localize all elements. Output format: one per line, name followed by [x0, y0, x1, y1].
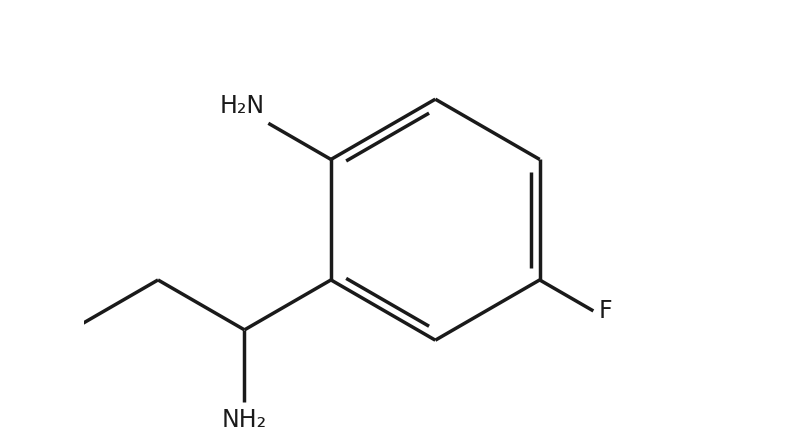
- Text: F: F: [599, 299, 612, 323]
- Text: NH₂: NH₂: [222, 408, 267, 432]
- Text: H₂N: H₂N: [220, 94, 265, 118]
